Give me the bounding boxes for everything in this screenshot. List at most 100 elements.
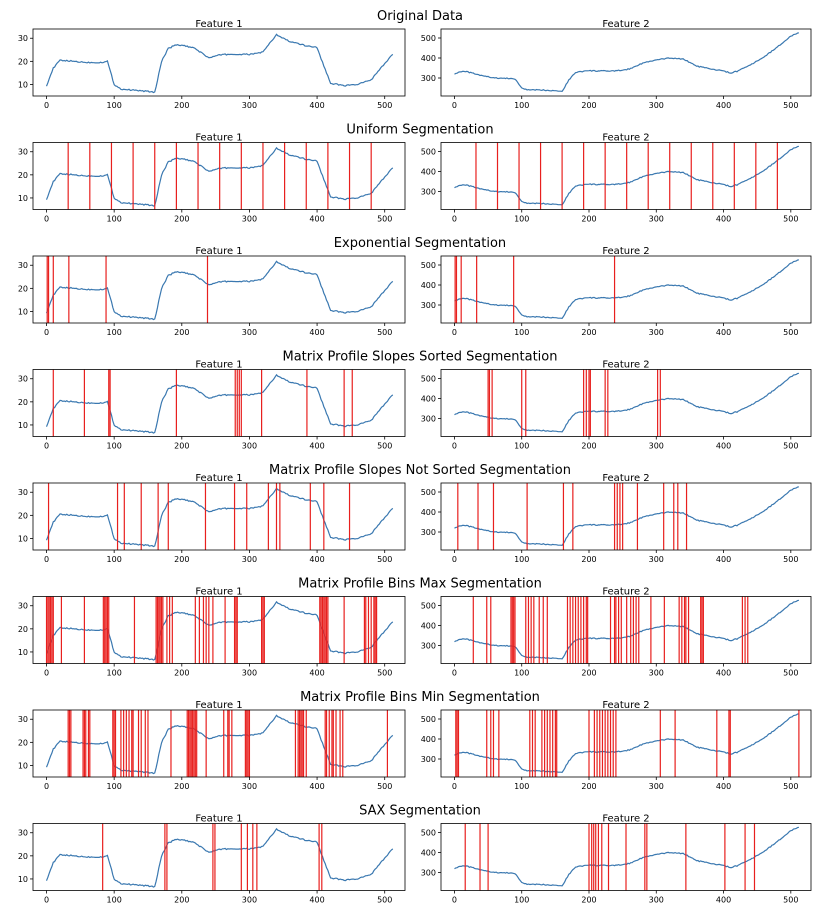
y-tick-label: 20	[18, 852, 28, 861]
y-tick-label: 10	[18, 421, 28, 430]
y-tick-label: 400	[421, 735, 436, 744]
y-tick-label: 500	[421, 602, 436, 611]
y-tick-label: 20	[18, 398, 28, 407]
axes-frame	[440, 142, 812, 210]
feature-1-panel: Feature 1 0 100 200 300 400 500 10 20 30	[18, 814, 406, 905]
row-title: Exponential Segmentation	[334, 236, 506, 251]
x-tick-label: 300	[242, 782, 257, 791]
x-tick-label: 100	[107, 328, 122, 337]
x-tick-label: 400	[309, 555, 324, 564]
y-tick-label: 500	[421, 715, 436, 724]
x-tick-label: 0	[44, 215, 49, 224]
subplot-title: Feature 1	[195, 360, 242, 371]
row-title: Matrix Profile Slopes Sorted Segmentatio…	[283, 350, 558, 365]
x-tick-label: 300	[649, 782, 664, 791]
y-tick-label: 300	[421, 642, 436, 651]
y-tick-label: 400	[421, 395, 436, 404]
x-tick-label: 100	[107, 782, 122, 791]
x-tick-label: 0	[452, 442, 457, 451]
x-tick-label: 200	[174, 215, 189, 224]
row-title: Matrix Profile Slopes Not Sorted Segment…	[269, 463, 571, 478]
row-title: Uniform Segmentation	[346, 123, 493, 138]
subplot-title: Feature 2	[602, 19, 649, 30]
x-tick-label: 400	[716, 782, 731, 791]
x-tick-label: 500	[377, 442, 392, 451]
x-tick-label: 200	[581, 555, 596, 564]
y-tick-label: 20	[18, 284, 28, 293]
feature-1-panel: Feature 1 0 100 200 300 400 500 10 20 30	[18, 360, 406, 451]
x-tick-label: 0	[452, 101, 457, 110]
x-tick-label: 300	[242, 442, 257, 451]
y-tick-label: 300	[421, 415, 436, 424]
y-tick-label: 400	[421, 622, 436, 631]
x-tick-label: 100	[514, 101, 529, 110]
feature-2-panel: Feature 2 0 100 200 300 400 500 300 400 500	[421, 360, 812, 451]
x-tick-label: 400	[309, 101, 324, 110]
x-tick-label: 400	[716, 896, 731, 905]
chart-row-5: Matrix Profile Slopes Not Sorted Segment…	[18, 463, 812, 564]
subplot-title: Feature 1	[195, 814, 242, 825]
y-tick-label: 400	[421, 508, 436, 517]
chart-row-4: Matrix Profile Slopes Sorted Segmentatio…	[18, 350, 812, 451]
feature-2-panel: Feature 2 0 100 200 300 400 500 300 400 500	[421, 246, 812, 337]
y-tick-label: 500	[421, 375, 436, 384]
x-tick-label: 300	[242, 896, 257, 905]
x-tick-label: 300	[242, 101, 257, 110]
x-tick-label: 400	[309, 669, 324, 678]
x-tick-label: 300	[649, 101, 664, 110]
x-tick-label: 100	[514, 555, 529, 564]
y-tick-label: 10	[18, 194, 28, 203]
x-tick-label: 400	[716, 442, 731, 451]
x-tick-label: 300	[649, 555, 664, 564]
x-tick-label: 0	[44, 442, 49, 451]
series-line	[45, 373, 394, 434]
y-tick-label: 30	[18, 602, 28, 611]
subplot-title: Feature 2	[602, 700, 649, 711]
x-tick-label: 500	[783, 896, 798, 905]
feature-2-panel: Feature 2 0 100 200 300 400 500 300 400 500	[421, 133, 812, 224]
y-tick-label: 300	[421, 188, 436, 197]
x-tick-label: 200	[174, 896, 189, 905]
series-line	[454, 259, 800, 320]
subplot-title: Feature 2	[602, 473, 649, 484]
subplot-title: Feature 1	[195, 19, 242, 30]
series-line	[454, 486, 800, 547]
y-tick-label: 20	[18, 57, 28, 66]
x-tick-label: 100	[107, 555, 122, 564]
y-tick-label: 20	[18, 738, 28, 747]
y-tick-label: 10	[18, 761, 28, 770]
x-tick-label: 0	[44, 328, 49, 337]
x-tick-label: 500	[377, 555, 392, 564]
x-tick-label: 100	[107, 215, 122, 224]
x-tick-label: 400	[716, 669, 731, 678]
x-tick-label: 100	[514, 896, 529, 905]
feature-1-panel: Feature 1 0 100 200 300 400 500 10 20 30	[18, 587, 406, 678]
series-line	[454, 826, 800, 887]
axes-frame	[440, 709, 812, 778]
x-tick-label: 300	[242, 555, 257, 564]
subplot-title: Feature 2	[602, 246, 649, 257]
x-tick-label: 200	[581, 442, 596, 451]
x-tick-label: 100	[107, 442, 122, 451]
axes-frame	[32, 823, 406, 891]
series-line	[45, 260, 394, 321]
x-tick-label: 0	[44, 896, 49, 905]
x-tick-label: 500	[377, 896, 392, 905]
axes-frame	[32, 142, 406, 210]
x-tick-label: 500	[783, 215, 798, 224]
x-tick-label: 0	[44, 669, 49, 678]
x-tick-label: 400	[716, 555, 731, 564]
y-tick-label: 300	[421, 74, 436, 83]
feature-1-panel: Feature 1 0 100 200 300 400 500 10 20 30	[18, 246, 406, 337]
series-line	[45, 600, 394, 661]
y-tick-label: 20	[18, 625, 28, 634]
subplot-title: Feature 1	[195, 700, 242, 711]
x-tick-label: 300	[242, 328, 257, 337]
subplot-title: Feature 2	[602, 814, 649, 825]
x-tick-label: 200	[581, 101, 596, 110]
y-tick-label: 300	[421, 755, 436, 764]
chart-row-7: Matrix Profile Bins Min SegmentationFeat…	[18, 690, 812, 791]
x-tick-label: 200	[581, 215, 596, 224]
